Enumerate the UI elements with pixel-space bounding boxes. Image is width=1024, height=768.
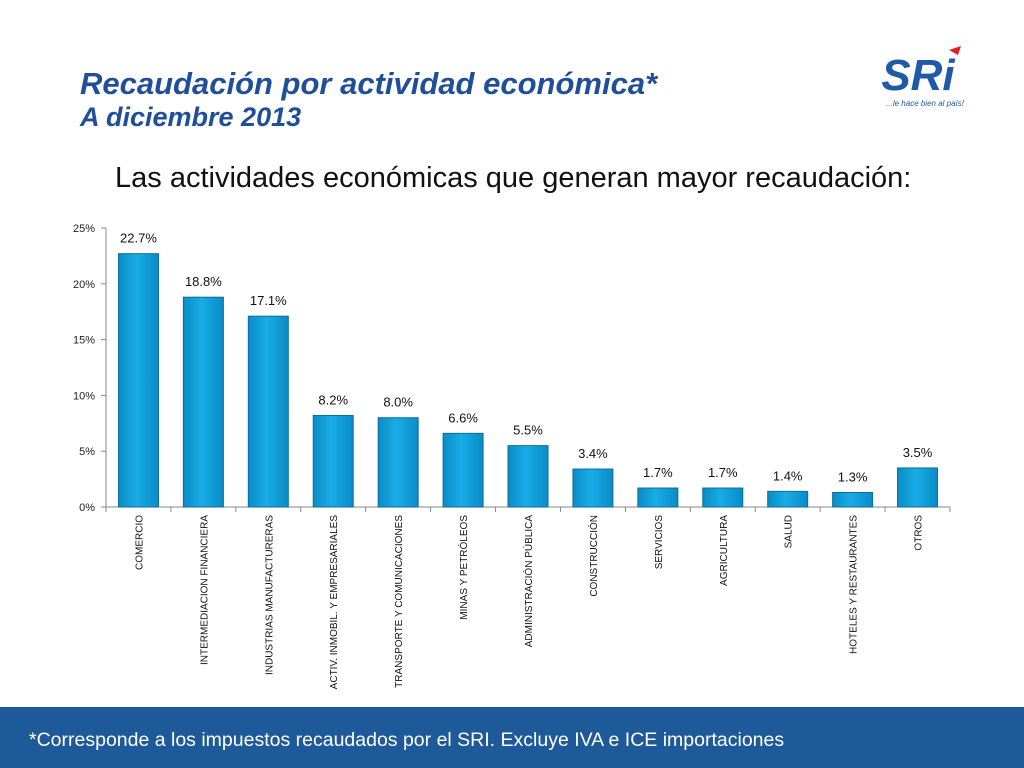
bar-value-label: 1.3%	[838, 469, 868, 484]
y-tick-label: 15%	[73, 335, 95, 347]
bar-value-label: 17.1%	[250, 293, 287, 308]
bar	[832, 491, 874, 508]
bar	[637, 487, 679, 508]
sri-logo: SRi ...le hace bien al país!	[881, 46, 964, 108]
bar	[897, 467, 939, 508]
bar-value-label: 3.4%	[578, 446, 608, 461]
y-tick-label: 10%	[73, 390, 95, 402]
bar-value-label: 3.5%	[903, 445, 933, 460]
bar-value-label: 6.6%	[448, 410, 478, 425]
bar-value-label: 22.7%	[120, 231, 157, 246]
bar	[377, 417, 419, 508]
bar	[117, 253, 159, 508]
y-tick-label: 25%	[73, 223, 95, 235]
bar	[702, 487, 744, 508]
bar-value-label: 1.4%	[773, 468, 803, 483]
bar-value-label: 5.5%	[513, 423, 543, 438]
category-label: INDUSTRIAS MANUFACTURERAS	[264, 515, 275, 675]
category-label: INTERMEDIACION FINANCIERA	[199, 515, 210, 665]
page-subtitle: A diciembre 2013	[80, 102, 302, 132]
section-heading: Las actividades económicas que generan m…	[115, 162, 912, 194]
footer-band: *Corresponde a los impuestos recaudados …	[0, 707, 1024, 768]
bar-chart: 0% 5% 10% 15% 20% 25% 22.7% COMERCIO 18.8% INTERM…	[73, 223, 951, 690]
y-tick-label: 0%	[79, 502, 95, 514]
category-label: OTROS	[914, 515, 925, 551]
category-label: CONSTRUCCIÓN	[587, 515, 600, 597]
category-label: MINAS Y PETRÓLEOS	[457, 515, 470, 620]
category-label: ACTIV. INMOBIL. Y EMPRESARIALES	[329, 515, 340, 690]
bar-value-label: 8.2%	[318, 392, 348, 407]
y-tick-label: 5%	[79, 446, 95, 458]
page-title: Recaudación por actividad económica*	[80, 66, 658, 101]
footer-note: *Corresponde a los impuestos recaudados …	[29, 729, 785, 751]
y-tick-label: 20%	[73, 279, 95, 291]
category-label: ADMINISTRACIÓN PÚBLICA	[522, 515, 535, 648]
category-label: SERVICIOS	[654, 515, 665, 570]
bar-value-label: 1.7%	[643, 465, 673, 480]
sri-logo-text: SRi	[881, 51, 955, 100]
category-label: AGRICULTURA	[719, 515, 730, 586]
bar	[182, 296, 224, 508]
category-label: HOTELES Y RESTAURANTES	[849, 515, 860, 654]
bar	[442, 432, 484, 508]
bar	[572, 468, 614, 508]
sri-logo-accent	[949, 46, 961, 55]
bar	[507, 445, 549, 508]
bar-value-label: 1.7%	[708, 465, 738, 480]
sri-logo-tagline: ...le hace bien al país!	[886, 99, 964, 108]
bar-value-label: 8.0%	[383, 395, 413, 410]
bar	[767, 490, 809, 508]
bar-value-label: 18.8%	[185, 274, 222, 289]
bar	[312, 414, 354, 508]
bar	[247, 315, 289, 508]
category-label: SALUD	[784, 515, 795, 548]
category-label: COMERCIO	[134, 515, 145, 570]
category-label: TRANSPORTE Y COMUNICACIONES	[394, 515, 405, 688]
